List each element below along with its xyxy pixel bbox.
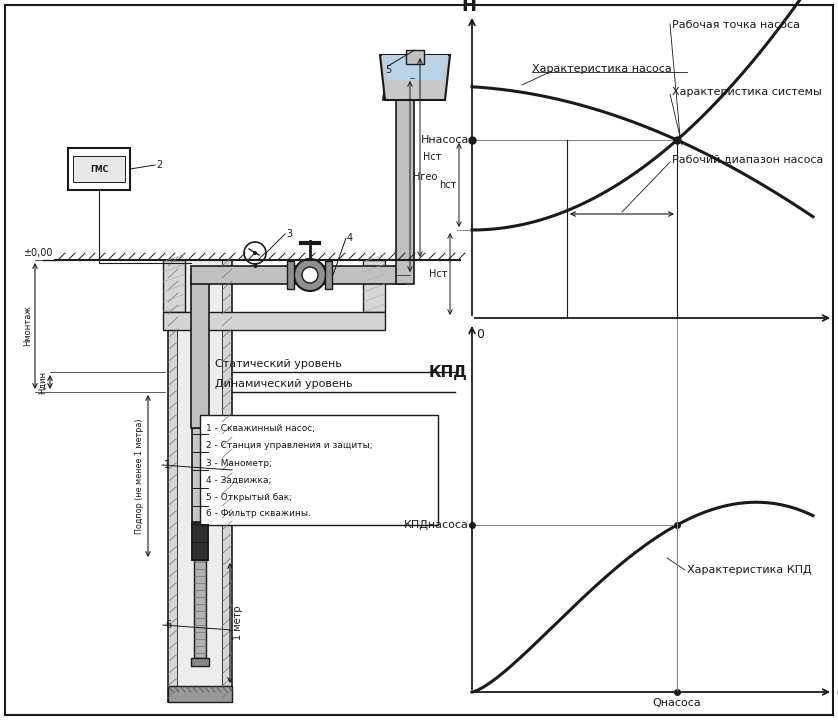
- Text: 1 - Скважинный насос;: 1 - Скважинный насос;: [206, 425, 315, 433]
- Text: 2 - Станция управления и защиты;: 2 - Станция управления и защиты;: [206, 441, 373, 451]
- Text: Hнасоса: Hнасоса: [421, 135, 469, 145]
- Text: Характеристика насоса: Характеристика насоса: [532, 64, 672, 74]
- PathPatch shape: [383, 78, 405, 100]
- Bar: [168, 260, 178, 702]
- Text: Hдин: Hдин: [38, 371, 47, 394]
- Bar: [191, 266, 405, 284]
- Text: 5: 5: [385, 65, 391, 75]
- Text: Характеристика КПД: Характеристика КПД: [687, 565, 812, 575]
- Polygon shape: [382, 55, 448, 80]
- Text: hст: hст: [438, 180, 456, 190]
- Circle shape: [244, 242, 266, 264]
- Bar: [325, 261, 332, 289]
- Text: 2: 2: [156, 160, 163, 170]
- Bar: [163, 260, 185, 312]
- Bar: [406, 50, 424, 64]
- Text: 1: 1: [164, 460, 170, 470]
- Bar: [192, 522, 208, 560]
- Bar: [405, 69, 415, 87]
- Bar: [73, 156, 125, 182]
- Bar: [396, 100, 414, 284]
- Bar: [200, 415, 438, 525]
- Text: H: H: [462, 0, 477, 15]
- Circle shape: [253, 251, 257, 255]
- Text: 0: 0: [476, 328, 484, 341]
- Text: Q: Q: [836, 685, 838, 699]
- Text: Hмонтаж: Hмонтаж: [23, 305, 32, 346]
- Text: 3: 3: [286, 229, 292, 239]
- Bar: [363, 260, 385, 312]
- Text: Подпор (не менее 1 метра): Подпор (не менее 1 метра): [135, 418, 144, 534]
- Text: Характеристика системы: Характеристика системы: [672, 87, 822, 97]
- Bar: [192, 428, 208, 560]
- Bar: [222, 260, 232, 702]
- Bar: [163, 312, 385, 330]
- Text: Hст: Hст: [423, 153, 442, 163]
- Text: Рабочий диапазон насоса: Рабочий диапазон насоса: [672, 155, 824, 165]
- Text: Динамический уровень: Динамический уровень: [215, 379, 353, 389]
- Text: Hст: Hст: [428, 269, 447, 279]
- Bar: [68, 148, 130, 190]
- Text: ±0,00: ±0,00: [23, 248, 53, 258]
- Bar: [191, 275, 209, 428]
- Text: КПД: КПД: [428, 366, 467, 380]
- Bar: [168, 686, 232, 702]
- Text: 6 - Фильтр скважины.: 6 - Фильтр скважины.: [206, 510, 311, 518]
- Bar: [178, 260, 222, 702]
- Text: 1 метр: 1 метр: [233, 606, 243, 640]
- Text: КПДнасоса: КПДнасоса: [404, 520, 469, 530]
- Circle shape: [294, 259, 326, 291]
- Text: 5 - Открытый бак;: 5 - Открытый бак;: [206, 492, 292, 502]
- Bar: [194, 560, 206, 658]
- Text: ГМС: ГМС: [90, 164, 108, 174]
- Bar: [287, 261, 294, 289]
- Polygon shape: [380, 55, 450, 100]
- Text: 6: 6: [165, 620, 171, 630]
- Bar: [191, 658, 209, 666]
- Circle shape: [302, 267, 318, 283]
- Text: Статический уровень: Статический уровень: [215, 359, 342, 369]
- Text: 4 - Задвижка;: 4 - Задвижка;: [206, 475, 272, 485]
- Text: Qнасоса: Qнасоса: [653, 698, 701, 708]
- Text: 3 - Манометр;: 3 - Манометр;: [206, 459, 272, 467]
- Text: Hгео: Hгео: [413, 171, 437, 181]
- Text: Рабочая точка насоса: Рабочая точка насоса: [672, 20, 800, 30]
- Text: 4: 4: [347, 233, 353, 243]
